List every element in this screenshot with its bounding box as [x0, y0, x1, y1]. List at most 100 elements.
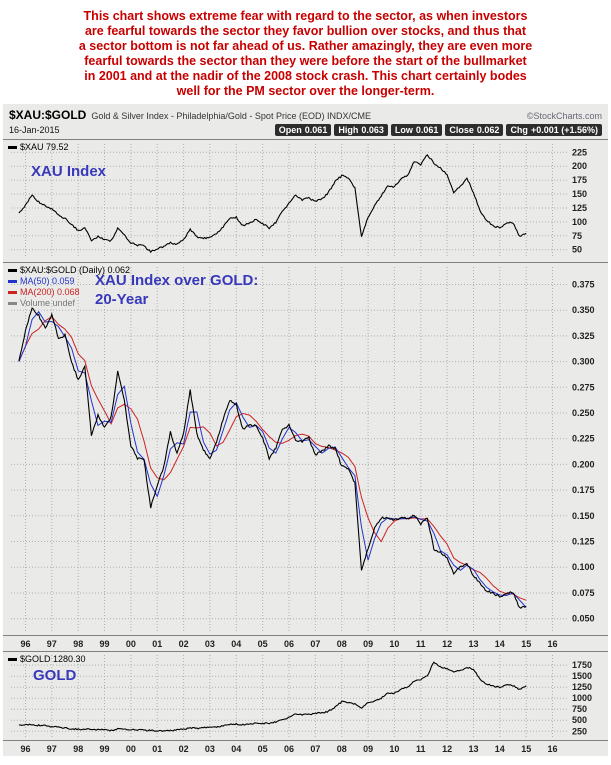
quote-date: 16-Jan-2015 [9, 125, 60, 135]
svg-text:07: 07 [310, 639, 320, 649]
svg-text:1250: 1250 [572, 682, 592, 692]
quote-change-label: Chg [510, 125, 528, 135]
svg-text:00: 00 [126, 639, 136, 649]
quote-low-label: Low [394, 125, 413, 135]
ratio-legend-ma200-text: MA(200) 0.068 [20, 287, 80, 297]
svg-text:0.300: 0.300 [572, 357, 595, 367]
quote-close-value: 0.062 [476, 125, 500, 135]
svg-text:99: 99 [99, 639, 109, 649]
svg-text:01: 01 [152, 639, 162, 649]
ratio-legend-volume-text: Volume undef [20, 298, 76, 308]
svg-text:03: 03 [205, 639, 215, 649]
quote-close-label: Close [449, 125, 474, 135]
x-axis-canvas-lower: 96 97 98 99 00 01 02 03 04 05 06 07 08 09 10 11 12 13 14 15… [20, 744, 557, 754]
chart-description: Gold & Silver Index - Philadelphia/Gold … [91, 111, 371, 121]
ratio-title-label: XAU Index over GOLD: 20-Year [95, 271, 258, 309]
annotation-line: a sector bottom is not far ahead of us. … [78, 39, 533, 53]
svg-text:04: 04 [231, 744, 241, 754]
quote-change-value: +0.001 (+1.56%) [530, 125, 598, 135]
svg-text:0.125: 0.125 [572, 537, 595, 547]
svg-text:00: 00 [126, 744, 136, 754]
ratio-line-swatch-icon [8, 268, 17, 272]
xau-index-label: XAU Index [31, 163, 107, 180]
ratio-panel: 0.375 0.350 0.325 0.300 0.275 0.250 0.225 0.200… [3, 262, 608, 635]
xau-legend-text: $XAU 79.52 [20, 142, 69, 152]
svg-text:12: 12 [442, 744, 452, 754]
svg-text:1500: 1500 [572, 671, 592, 681]
svg-text:125: 125 [572, 203, 587, 213]
quote-open-label: Open [278, 125, 302, 135]
svg-text:97: 97 [47, 639, 57, 649]
svg-text:0.225: 0.225 [572, 434, 595, 444]
svg-text:13: 13 [468, 744, 478, 754]
svg-text:98: 98 [73, 639, 83, 649]
svg-text:225: 225 [572, 147, 587, 157]
svg-text:08: 08 [337, 639, 347, 649]
gold-legend-text: $GOLD 1280.30 [20, 654, 86, 664]
gold-legend: $GOLD 1280.30 [8, 654, 86, 664]
svg-text:200: 200 [572, 161, 587, 171]
gold-line-swatch-icon [8, 657, 17, 661]
ratio-title-line2: 20-Year [95, 291, 149, 308]
svg-text:98: 98 [73, 744, 83, 754]
svg-text:02: 02 [179, 744, 189, 754]
svg-text:1000: 1000 [572, 693, 592, 703]
svg-text:11: 11 [416, 744, 426, 754]
svg-text:06: 06 [284, 744, 294, 754]
chart-header: $XAU:$GOLD Gold & Silver Index - Philade… [3, 106, 608, 122]
svg-text:100: 100 [572, 217, 587, 227]
ratio-legend-ma200: MA(200) 0.068 [8, 287, 80, 297]
annotation-line: fearful towards the sector than they wer… [84, 54, 527, 68]
svg-text:06: 06 [284, 639, 294, 649]
svg-text:07: 07 [310, 744, 320, 754]
svg-text:02: 02 [179, 639, 189, 649]
svg-text:175: 175 [572, 175, 587, 185]
svg-text:0.250: 0.250 [572, 408, 595, 418]
volume-swatch-icon [8, 301, 17, 305]
svg-text:13: 13 [468, 639, 478, 649]
svg-text:0.325: 0.325 [572, 331, 595, 341]
svg-text:12: 12 [442, 639, 452, 649]
svg-text:0.075: 0.075 [572, 588, 595, 598]
svg-text:04: 04 [231, 639, 241, 649]
svg-text:250: 250 [572, 726, 587, 736]
svg-text:14: 14 [495, 744, 505, 754]
svg-text:0.175: 0.175 [572, 485, 595, 495]
quote-low-value: 0.061 [415, 125, 439, 135]
x-axis-canvas-upper: 96 97 98 99 00 01 02 03 04 05 06 07 08 09 10 11 12 13 14 15… [20, 639, 557, 649]
svg-text:0.150: 0.150 [572, 511, 595, 521]
ratio-title-line1: XAU Index over GOLD: [95, 272, 259, 289]
svg-text:09: 09 [363, 744, 373, 754]
stockcharts-chart: $XAU:$GOLD Gold & Silver Index - Philade… [3, 104, 608, 756]
xau-panel: 225 200 175 150 125 100 75 50 $XAU 79.52 XAU In… [3, 139, 608, 262]
annotation-line: well for the PM sector over the longer-t… [176, 84, 435, 98]
ratio-legend-main-text: $XAU:$GOLD (Daily) 0.062 [20, 265, 131, 275]
quote-low-badge: Low 0.061 [390, 124, 443, 136]
xau-chart-canvas: 225 200 175 150 125 100 75 50 [11, 144, 587, 258]
svg-text:05: 05 [258, 744, 268, 754]
chart-symbol: $XAU:$GOLD [9, 108, 87, 122]
ma50-swatch-icon [8, 279, 17, 283]
ratio-legend-ma50: MA(50) 0.059 [8, 276, 75, 286]
svg-text:96: 96 [20, 744, 30, 754]
quote-open-value: 0.061 [304, 125, 328, 135]
svg-text:01: 01 [152, 744, 162, 754]
quote-open-badge: Open 0.061 [274, 124, 332, 136]
svg-text:03: 03 [205, 744, 215, 754]
svg-text:10: 10 [389, 639, 399, 649]
ratio-legend-volume: Volume undef [8, 298, 75, 308]
annotation-text: This chart shows extreme fear with regar… [0, 0, 611, 104]
quote-row: 16-Jan-2015 Open 0.061 High 0.063 Low 0.061… [3, 122, 608, 139]
gold-label: GOLD [33, 667, 77, 684]
svg-text:75: 75 [572, 231, 582, 241]
svg-text:0.050: 0.050 [572, 614, 595, 624]
annotation-line: in 2001 and at the nadir of the 2008 sto… [84, 69, 527, 83]
ratio-legend-main: $XAU:$GOLD (Daily) 0.062 [8, 265, 130, 275]
svg-text:0.350: 0.350 [572, 305, 595, 315]
svg-text:08: 08 [337, 744, 347, 754]
quote-high-value: 0.063 [361, 125, 384, 135]
quote-high-label: High [338, 125, 359, 135]
quote-high-badge: High 0.063 [334, 124, 388, 136]
stockcharts-credit-link[interactable]: ©StockCharts.com [526, 111, 602, 121]
